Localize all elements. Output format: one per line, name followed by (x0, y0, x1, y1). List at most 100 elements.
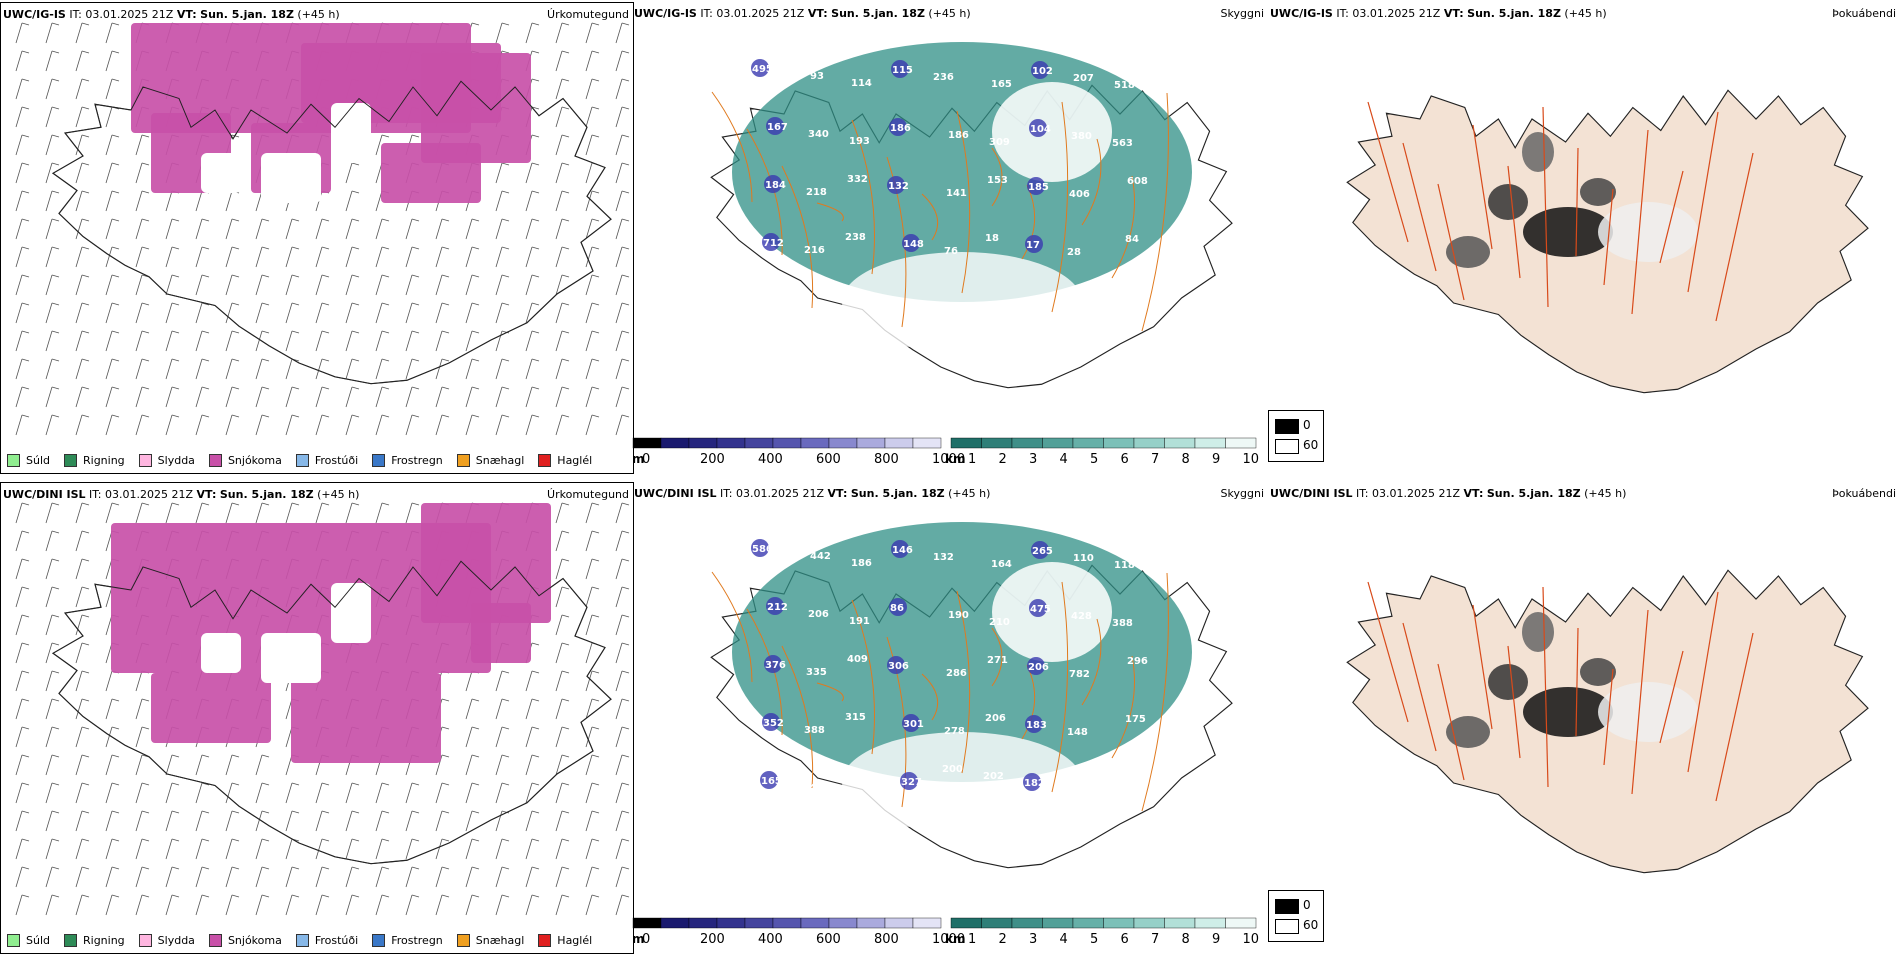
legend-label: Haglél (557, 933, 593, 947)
wind-barb (135, 134, 150, 156)
visibility-label: 306 (888, 661, 909, 672)
wind-barb (435, 414, 450, 436)
wind-barb (15, 502, 30, 524)
wind-barb (105, 50, 120, 72)
wind-barb (555, 726, 570, 748)
wind-barb (615, 330, 630, 352)
wind-barb (285, 218, 300, 240)
wind-barb (555, 586, 570, 608)
wind-barb (525, 302, 540, 324)
fog-black-label: 0 (1303, 898, 1311, 912)
wind-barb (75, 558, 90, 580)
wind-barb (165, 866, 180, 888)
panel-title: Úrkomutegund (547, 8, 629, 21)
it-value: 03.01.2025 21Z (85, 8, 174, 21)
wind-barb (15, 726, 30, 748)
visibility-label: 175 (1125, 714, 1146, 725)
wind-barb (225, 358, 240, 380)
wind-barb (255, 218, 270, 240)
wind-barb (525, 358, 540, 380)
precip-map (15, 22, 630, 436)
visibility-label: 309 (989, 137, 1010, 148)
wind-barb (45, 106, 60, 128)
wind-barb (555, 698, 570, 720)
wind-barb (195, 386, 210, 408)
visibility-label: 388 (804, 725, 825, 736)
legend-swatch (7, 453, 20, 467)
wind-barb (465, 274, 480, 296)
wind-barb (195, 838, 210, 860)
vis-tick-label: 2 (998, 452, 1007, 467)
legend-label: Snjókoma (227, 453, 282, 467)
visibility-label: 148 (903, 239, 924, 250)
visibility-label: 191 (849, 616, 870, 627)
it-label: IT: (700, 7, 713, 20)
vis-tick-label: 6 (1120, 452, 1129, 467)
wind-barb (405, 386, 420, 408)
wind-barb (45, 246, 60, 268)
wind-barb (315, 330, 330, 352)
wind-barb (225, 386, 240, 408)
wind-barb (15, 22, 30, 44)
wind-barb (585, 358, 600, 380)
wind-barb (405, 246, 420, 268)
vt-value: Sun. 5.jan. 18Z (200, 8, 294, 21)
wind-barb (405, 810, 420, 832)
visibility-labels: 586 442 186 146 132 164 265 110 118 212 206 191 86 19… (751, 539, 1148, 794)
vt-label: VT: (827, 487, 848, 500)
wind-barb (105, 838, 120, 860)
wind-barb (615, 106, 630, 128)
wind-barb (375, 866, 390, 888)
wind-barb (585, 894, 600, 916)
wind-barb (165, 838, 180, 860)
wind-barb (285, 330, 300, 352)
legend-swatch (538, 453, 552, 467)
visibility-label: 116 (1082, 765, 1103, 776)
height-tick-label: 200 (700, 932, 725, 947)
wind-barb (105, 246, 120, 268)
panel-title: Úrkomutegund (547, 488, 629, 501)
wind-barb (615, 274, 630, 296)
fog-map (1346, 569, 1869, 874)
wind-barb (15, 274, 30, 296)
wind-barb (195, 274, 210, 296)
vis-tick-label: 5 (1090, 452, 1099, 467)
wind-barb (195, 190, 210, 212)
wind-barb (45, 838, 60, 860)
wind-barb (75, 134, 90, 156)
visibility-label: 475 (1030, 604, 1051, 615)
wind-barb (615, 642, 630, 664)
wind-barb (75, 698, 90, 720)
height-tick-label: 200 (700, 452, 725, 467)
visibility-panel: UWC/IG-IS IT: 03.01.2025 21Z VT: Sun. 5.… (632, 2, 1268, 472)
wind-barb (195, 302, 210, 324)
height-tick-label: 800 (874, 452, 899, 467)
legend-label: Rigning (83, 453, 125, 467)
legend-swatch (295, 933, 309, 947)
visibility-label: 148 (1067, 727, 1088, 738)
wind-barb (75, 866, 90, 888)
wind-barb (135, 246, 150, 268)
wind-barb (105, 782, 120, 804)
wind-barb (45, 502, 60, 524)
wind-barb (165, 190, 180, 212)
wind-barb (75, 274, 90, 296)
visibility-label: 18 (985, 233, 999, 244)
visibility-label: 146 (892, 545, 913, 556)
fog-field (1446, 612, 1698, 748)
wind-barb (195, 502, 210, 524)
wind-barb (135, 810, 150, 832)
wind-barb (165, 330, 180, 352)
vis-tick-label: 2 (998, 932, 1007, 947)
wind-barb (15, 670, 30, 692)
visibility-label: 409 (847, 654, 868, 665)
wind-barb (255, 838, 270, 860)
legend-label: Súld (26, 933, 50, 947)
wind-barb (225, 302, 240, 324)
wind-barb (555, 642, 570, 664)
wind-barb (465, 894, 480, 916)
wind-barb (525, 330, 540, 352)
wind-barb (375, 274, 390, 296)
it-label: IT: (720, 487, 733, 500)
wind-barb (585, 838, 600, 860)
